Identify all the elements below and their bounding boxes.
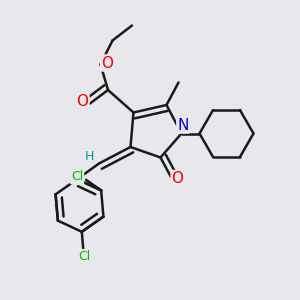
Text: O: O <box>172 171 184 186</box>
Text: O: O <box>76 94 88 110</box>
Text: Cl: Cl <box>71 170 83 183</box>
Text: O: O <box>101 56 113 70</box>
Text: H: H <box>85 150 94 164</box>
Text: Cl: Cl <box>79 250 91 263</box>
Text: N: N <box>177 118 189 133</box>
